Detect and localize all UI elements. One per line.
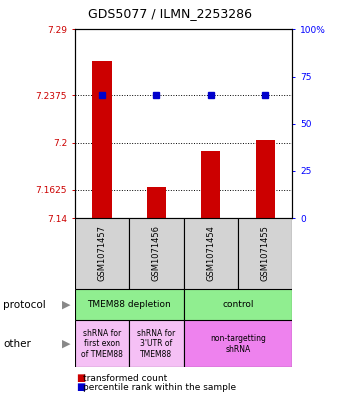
Bar — [129, 320, 184, 367]
Text: non-targetting
shRNA: non-targetting shRNA — [210, 334, 266, 354]
Text: protocol: protocol — [3, 299, 46, 310]
Bar — [184, 320, 292, 367]
Text: ▶: ▶ — [62, 339, 71, 349]
Text: transformed count: transformed count — [83, 374, 168, 382]
Text: ■: ■ — [76, 373, 86, 383]
Text: control: control — [222, 300, 254, 309]
Bar — [147, 187, 166, 218]
Text: GSM1071454: GSM1071454 — [206, 226, 215, 281]
Text: GSM1071455: GSM1071455 — [261, 226, 270, 281]
Bar — [75, 289, 184, 320]
Text: GSM1071456: GSM1071456 — [152, 226, 161, 281]
Text: ▶: ▶ — [62, 299, 71, 310]
Text: shRNA for
first exon
of TMEM88: shRNA for first exon of TMEM88 — [81, 329, 123, 359]
Bar — [201, 151, 220, 218]
Text: ■: ■ — [76, 382, 86, 392]
Text: shRNA for
3'UTR of
TMEM88: shRNA for 3'UTR of TMEM88 — [137, 329, 175, 359]
Text: GSM1071457: GSM1071457 — [98, 226, 106, 281]
Bar — [238, 218, 292, 289]
Bar — [184, 218, 238, 289]
Text: other: other — [3, 339, 31, 349]
Bar — [75, 320, 129, 367]
Bar — [184, 289, 292, 320]
Bar — [129, 218, 184, 289]
Bar — [75, 218, 129, 289]
Bar — [92, 61, 112, 218]
Text: TMEM88 depletion: TMEM88 depletion — [87, 300, 171, 309]
Bar — [256, 140, 275, 218]
Text: GDS5077 / ILMN_2253286: GDS5077 / ILMN_2253286 — [88, 7, 252, 20]
Text: percentile rank within the sample: percentile rank within the sample — [83, 383, 236, 391]
